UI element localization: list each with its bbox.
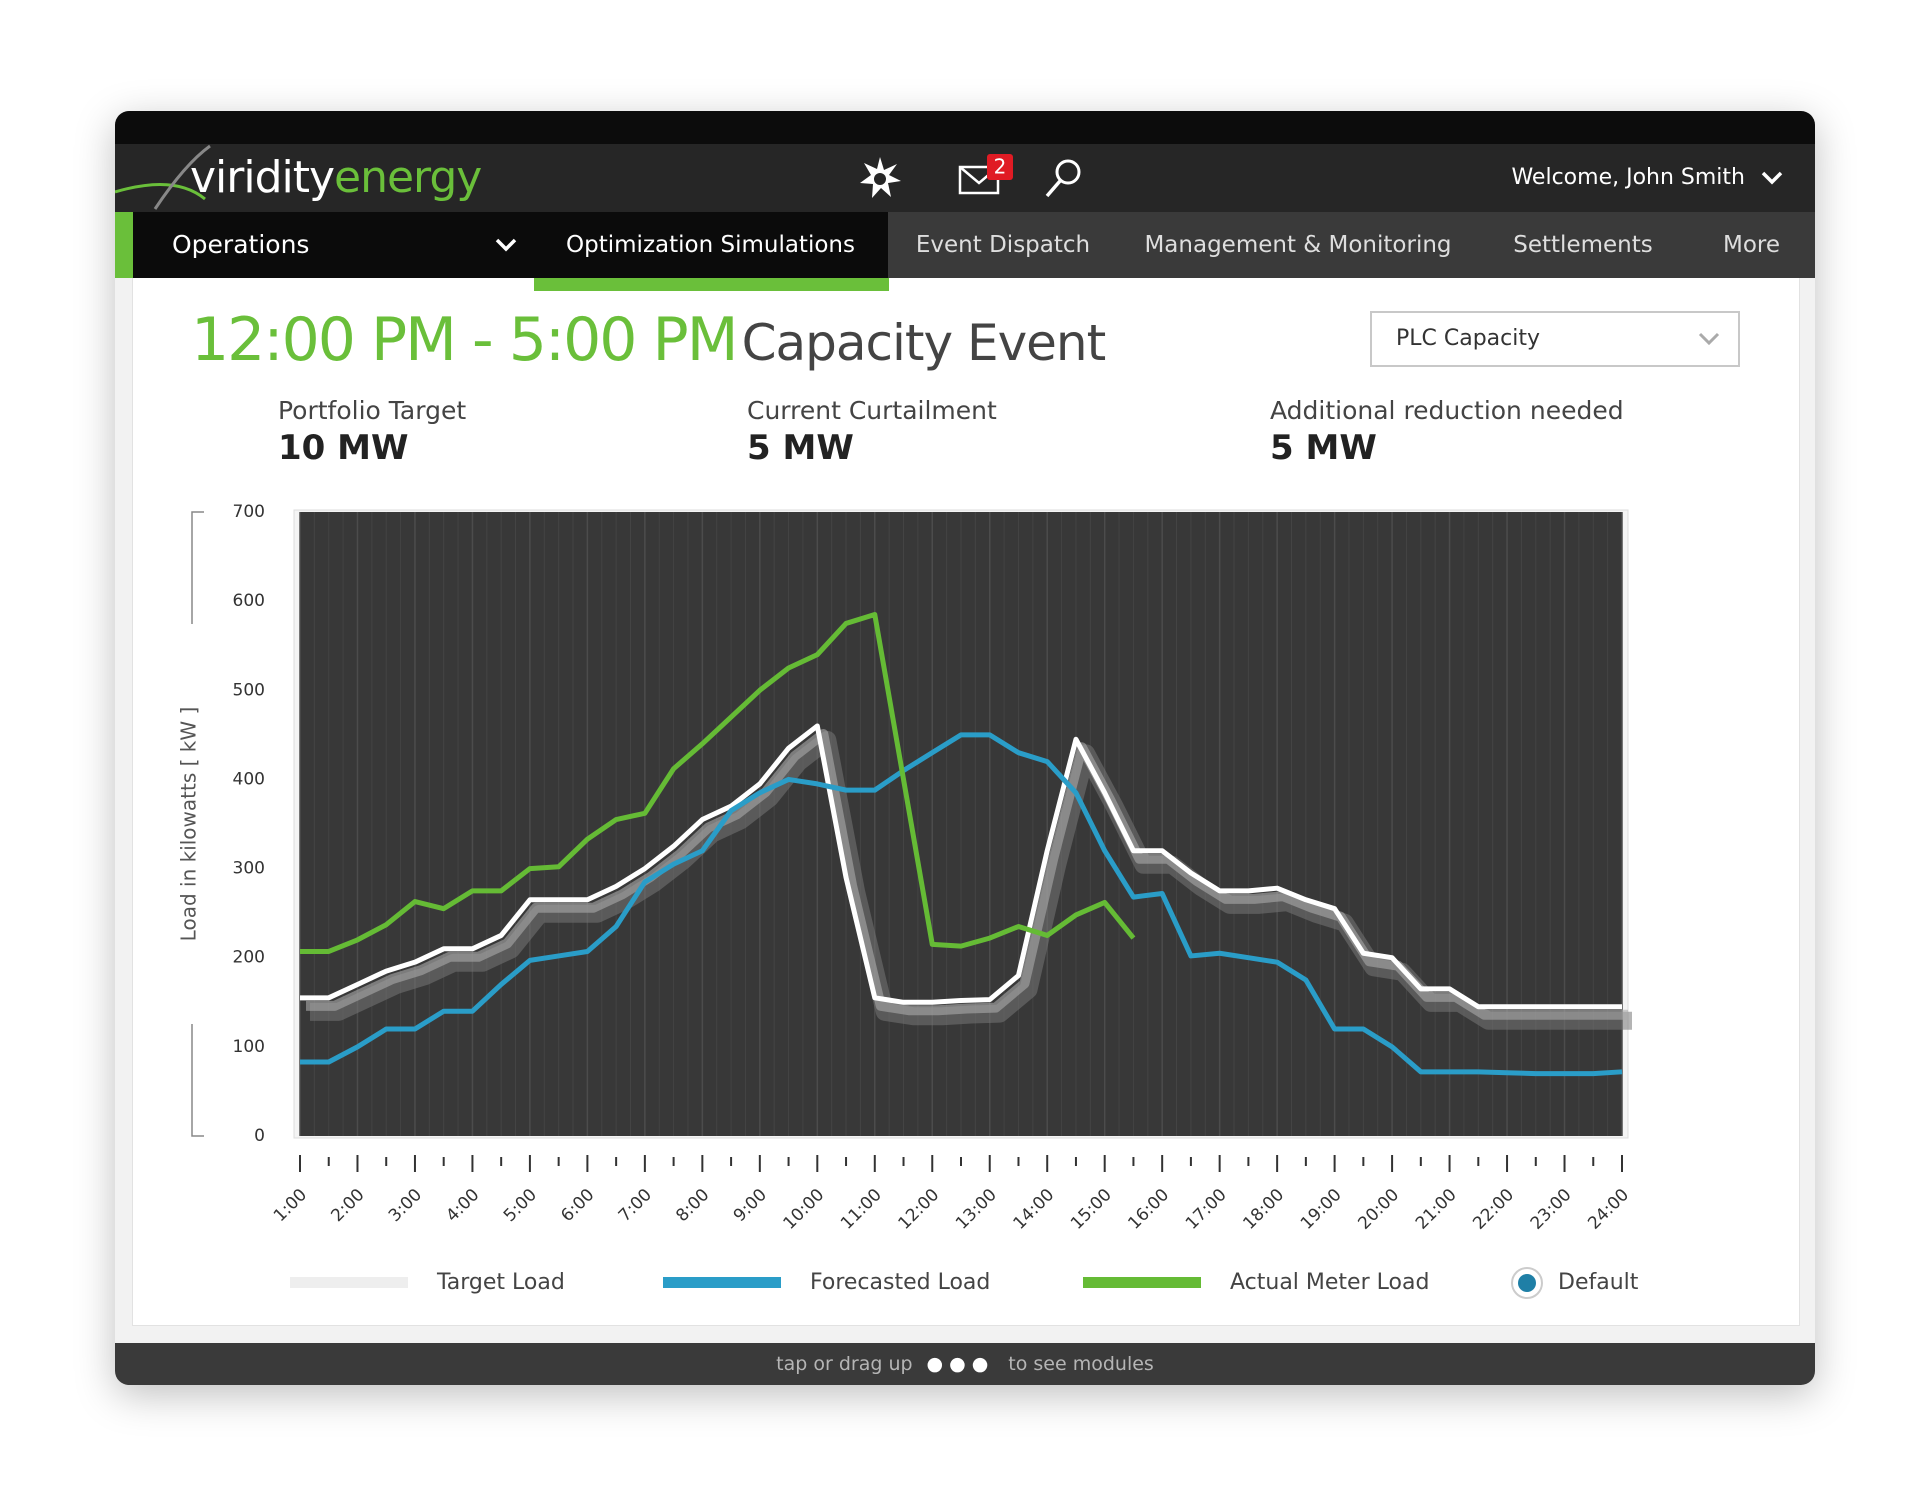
y-tick-label: 400 bbox=[233, 769, 265, 789]
y-tick-label: 700 bbox=[233, 502, 265, 522]
y-tick-label: 300 bbox=[233, 859, 265, 879]
y-axis-label: Load in kilowatts [ kW ] bbox=[177, 707, 201, 942]
nav-tab[interactable]: More bbox=[1722, 232, 1781, 258]
x-tick-label: 20:00 bbox=[1354, 1185, 1403, 1234]
section-label[interactable]: Operations bbox=[172, 230, 310, 259]
legend-label: Forecasted Load bbox=[810, 1270, 990, 1295]
stat-label: Current Curtailment bbox=[747, 396, 997, 425]
x-tick-label: 15:00 bbox=[1067, 1185, 1116, 1234]
footer-text: to see modules bbox=[1008, 1353, 1154, 1375]
x-tick-label: 10:00 bbox=[780, 1185, 829, 1234]
legend-label: Actual Meter Load bbox=[1230, 1270, 1429, 1295]
y-tick-label: 600 bbox=[233, 591, 265, 611]
stat-label: Additional reduction needed bbox=[1270, 396, 1624, 425]
x-tick-label: 17:00 bbox=[1182, 1185, 1231, 1234]
x-tick-label: 1:00 bbox=[270, 1185, 311, 1226]
y-tick-label: 500 bbox=[233, 680, 265, 700]
legend-swatch bbox=[663, 1277, 781, 1288]
y-tick-label: 200 bbox=[233, 948, 265, 968]
header: viridityenergy 2 Welcome, John Smith bbox=[115, 144, 1815, 212]
mail-badge: 2 bbox=[994, 155, 1007, 179]
x-tick-label: 12:00 bbox=[895, 1185, 944, 1234]
section-select[interactable] bbox=[115, 212, 533, 278]
footer-text: tap or drag up bbox=[776, 1353, 913, 1375]
y-tick-label: 100 bbox=[233, 1037, 265, 1057]
x-tick-label: 23:00 bbox=[1527, 1185, 1576, 1234]
logo-second: energy bbox=[334, 152, 482, 203]
search-icon[interactable] bbox=[1045, 159, 1081, 198]
nav-tab[interactable]: Settlements bbox=[1513, 232, 1653, 258]
x-tick-label: 4:00 bbox=[442, 1185, 483, 1226]
x-tick-label: 16:00 bbox=[1124, 1185, 1173, 1234]
welcome-chevron[interactable] bbox=[1761, 170, 1783, 186]
dropdown-chevron bbox=[1698, 332, 1720, 346]
x-tick-label: 11:00 bbox=[837, 1185, 886, 1234]
mail-icon[interactable]: 2 bbox=[958, 154, 1013, 195]
x-tick-label: 8:00 bbox=[672, 1185, 713, 1226]
nav-tab[interactable]: Event Dispatch bbox=[915, 232, 1091, 258]
nav-bar: Operations Optimization Simulations Even… bbox=[115, 212, 1815, 278]
logo-first: viridity bbox=[190, 152, 335, 203]
x-tick-label: 3:00 bbox=[385, 1185, 426, 1226]
series-line bbox=[300, 612, 1136, 954]
dropdown-label: PLC Capacity bbox=[1396, 326, 1541, 351]
x-tick-label: 24:00 bbox=[1584, 1185, 1633, 1234]
x-tick-label: 13:00 bbox=[952, 1185, 1001, 1234]
event-title: Capacity Event bbox=[741, 314, 1107, 372]
section-accent bbox=[115, 212, 133, 278]
stat-value: 5 MW bbox=[1270, 428, 1377, 468]
series-line bbox=[300, 723, 1622, 1010]
x-tick-label: 9:00 bbox=[730, 1185, 771, 1226]
x-tick-label: 14:00 bbox=[1009, 1185, 1058, 1234]
footer-bar[interactable]: tap or drag up ●●● to see modules bbox=[115, 1343, 1815, 1385]
radio-dot bbox=[1518, 1274, 1536, 1292]
top-stripe bbox=[115, 111, 1815, 144]
y-tick-label: 0 bbox=[254, 1126, 265, 1146]
legend-swatch bbox=[1083, 1277, 1201, 1288]
x-tick-label: 2:00 bbox=[327, 1185, 368, 1226]
event-time: 12:00 PM - 5:00 PM bbox=[191, 305, 738, 375]
stat-label: Portfolio Target bbox=[278, 396, 467, 425]
nav-tab[interactable]: Management & Monitoring bbox=[1144, 232, 1452, 258]
header-icons: 2 bbox=[860, 154, 1081, 198]
x-tick-label: 7:00 bbox=[615, 1185, 656, 1226]
nav-tab[interactable]: Optimization Simulations bbox=[566, 232, 855, 258]
event-heading: 12:00 PM - 5:00 PM Capacity Event bbox=[191, 300, 1107, 395]
radio-label: Default bbox=[1558, 1270, 1639, 1295]
stat-value: 5 MW bbox=[747, 428, 854, 468]
x-tick-label: 18:00 bbox=[1239, 1185, 1288, 1234]
default-radio[interactable] bbox=[1511, 1267, 1543, 1299]
section-chevron[interactable] bbox=[495, 237, 517, 253]
dropdown[interactable]: PLC Capacity bbox=[1370, 311, 1740, 367]
x-tick-label: 5:00 bbox=[500, 1185, 541, 1226]
legend-label: Target Load bbox=[436, 1270, 565, 1295]
y-axis-bracket bbox=[191, 511, 204, 1137]
footer-dots: ●●● bbox=[926, 1353, 995, 1375]
active-tab-bg bbox=[533, 212, 888, 278]
x-tick-label: 21:00 bbox=[1412, 1185, 1461, 1234]
logo-swoosh bbox=[115, 144, 211, 210]
logo[interactable]: viridityenergy bbox=[190, 150, 482, 206]
legend-swatch bbox=[290, 1277, 408, 1288]
active-tab-underline bbox=[534, 278, 889, 291]
x-tick-label: 19:00 bbox=[1297, 1185, 1346, 1234]
stat-value: 10 MW bbox=[278, 428, 409, 468]
x-tick-label: 6:00 bbox=[557, 1185, 598, 1226]
alert-icon[interactable] bbox=[860, 157, 901, 198]
series-line bbox=[300, 732, 1623, 1077]
welcome[interactable]: Welcome, John Smith bbox=[1511, 165, 1745, 190]
x-tick-label: 22:00 bbox=[1469, 1185, 1518, 1234]
